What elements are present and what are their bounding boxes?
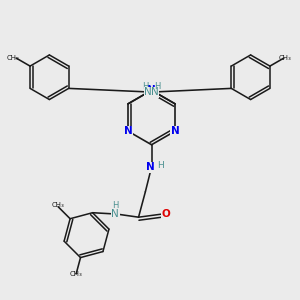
Text: N: N	[111, 209, 119, 219]
Text: CH₃: CH₃	[70, 271, 83, 277]
Text: N: N	[144, 87, 152, 97]
Text: H: H	[154, 82, 161, 91]
Text: N: N	[151, 87, 159, 97]
Text: CH₃: CH₃	[7, 55, 20, 61]
Text: N: N	[124, 126, 132, 136]
Text: N: N	[171, 126, 179, 136]
Text: N: N	[146, 162, 154, 172]
Text: CH₃: CH₃	[279, 55, 292, 61]
Text: H: H	[142, 82, 149, 91]
Text: CH₃: CH₃	[52, 202, 64, 208]
Text: H: H	[158, 161, 164, 170]
Text: N: N	[147, 85, 156, 95]
Text: H: H	[112, 201, 119, 210]
Text: O: O	[161, 209, 170, 219]
